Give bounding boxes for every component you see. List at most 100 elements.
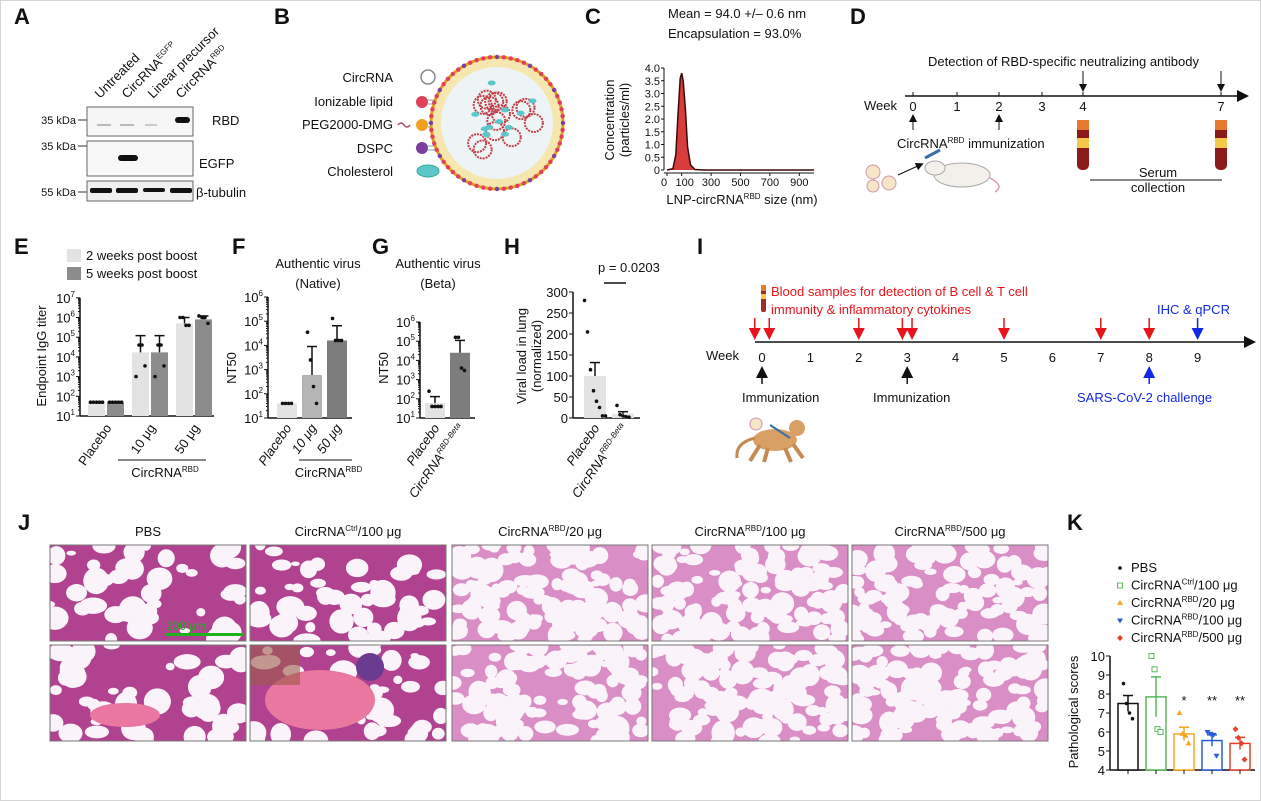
alveolus [293, 633, 321, 641]
alveolus [852, 666, 860, 677]
p-value-annotation: p = 0.0203 [598, 260, 660, 275]
alveolus [453, 618, 468, 629]
x-tick-label: 100 [676, 177, 694, 189]
tick-base: 10 [244, 290, 258, 305]
y-tick-label: 200 [546, 327, 568, 342]
y-tick-label: 101 [244, 410, 263, 426]
y-axis-label: (particles/ml) [617, 83, 632, 157]
y-tick-label: 0.5 [645, 152, 660, 164]
lipid-head [432, 141, 437, 146]
data-point [1127, 711, 1132, 715]
tick-base: 10 [396, 392, 410, 407]
alveolus [1006, 555, 1022, 571]
tick-base: 10 [396, 411, 410, 426]
alveolus [603, 622, 623, 641]
bar [176, 323, 193, 416]
alveolus [689, 545, 712, 555]
x-tick-label: 50 μg [171, 421, 202, 456]
alveolus [1019, 658, 1042, 681]
alveolus [724, 687, 738, 698]
lipid-head [437, 87, 443, 93]
data-point [339, 338, 344, 343]
lipid-head [560, 113, 565, 119]
alveolus [250, 724, 266, 741]
lipid-head [551, 87, 557, 93]
alveolus [305, 621, 316, 633]
alveolus [518, 726, 534, 741]
y-tick-label: 102 [56, 388, 75, 404]
label-text: CircRNA [1131, 630, 1182, 645]
viral-load-chart: p = 0.0203 Viral load in lung (normalized)… [514, 260, 660, 501]
label-text: CircRNA [131, 465, 182, 480]
bar [151, 352, 168, 416]
alveolus [484, 664, 498, 679]
cholesterol-mark [500, 107, 509, 113]
y-tick-label: 106 [396, 314, 415, 330]
label-superscript: RBD-Beta [598, 421, 626, 456]
alveolus [575, 623, 598, 639]
image-border [851, 544, 1049, 642]
circrna-mark [511, 100, 532, 121]
alveolus [544, 667, 562, 678]
y-tick-label: 250 [546, 306, 568, 321]
immunization-label: Immunization [742, 390, 819, 405]
significance-marker: ** [1207, 693, 1217, 708]
circrna-mark [515, 97, 536, 118]
chart-title: (Native) [295, 276, 341, 291]
data-point [621, 414, 625, 418]
data-point [178, 315, 182, 320]
alveolus [742, 581, 759, 599]
panel-label: F [232, 234, 245, 259]
alveolus [452, 646, 462, 656]
label-text: CircRNA [894, 524, 945, 539]
alveolus [254, 586, 266, 595]
chart-title: (Beta) [420, 276, 455, 291]
alveolus [50, 546, 66, 566]
alveolus [964, 545, 976, 553]
blood-tube-icon [1077, 120, 1089, 170]
alveolus [709, 620, 722, 627]
circrna-icon [420, 69, 436, 85]
circrna-mark [472, 139, 493, 160]
alveolus [179, 627, 191, 634]
tick-exponent: 1 [71, 408, 76, 417]
alveolus [749, 719, 773, 732]
alveolus [556, 545, 567, 550]
alveolus [491, 725, 504, 738]
alveolus [353, 607, 374, 628]
histology-image [651, 544, 849, 642]
alveolus [935, 690, 958, 707]
lipid-head [557, 141, 562, 146]
challenge-label: SARS-CoV-2 challenge [1077, 390, 1212, 405]
alveolus [493, 587, 510, 598]
alveolus [760, 586, 771, 594]
x-tick-label: 0 [661, 177, 667, 189]
alveolus [103, 645, 120, 650]
label-text: CircRNA [694, 524, 745, 539]
alveolus [975, 645, 995, 660]
lipid-head [527, 177, 533, 183]
data-point [1235, 734, 1242, 741]
tick-base: 10 [244, 363, 258, 378]
image-border [249, 544, 447, 642]
week-number: 7 [1217, 99, 1224, 114]
lipid-head [548, 159, 553, 164]
serum-label: Serum [1139, 165, 1177, 180]
y-tick-label: 2.0 [645, 114, 660, 126]
histology-image [249, 544, 447, 642]
alveolus [1013, 725, 1025, 737]
alveolus [940, 552, 952, 561]
data-point [1232, 726, 1239, 733]
alveolus [918, 615, 941, 633]
lipid-head [428, 120, 434, 126]
x-tick-label: 300 [702, 177, 720, 189]
lipid-head [450, 71, 456, 77]
alveolus [217, 621, 242, 641]
alveolus [794, 650, 813, 661]
alveoli [652, 645, 848, 741]
y-tick-label: 8 [1098, 687, 1105, 702]
data-point [159, 343, 163, 347]
column-title: CircRNARBD/100 μg [694, 524, 805, 539]
